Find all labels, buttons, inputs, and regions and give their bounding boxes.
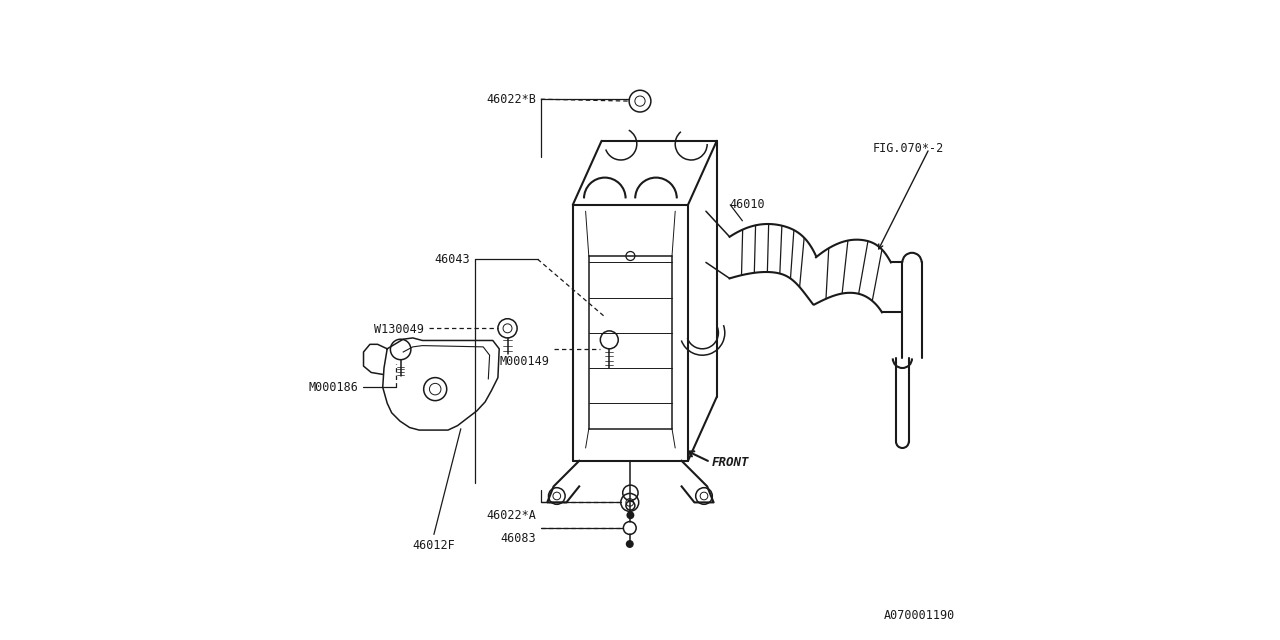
Text: M000186: M000186 — [308, 381, 358, 394]
Text: W130049: W130049 — [374, 323, 424, 336]
Text: 46022*B: 46022*B — [486, 93, 536, 106]
Text: 46010: 46010 — [730, 198, 765, 211]
Text: 46022*A: 46022*A — [486, 509, 536, 522]
Text: 46012F: 46012F — [412, 539, 456, 552]
Circle shape — [627, 512, 634, 518]
Text: A070001190: A070001190 — [883, 609, 955, 622]
Text: 46043: 46043 — [435, 253, 471, 266]
Text: FRONT: FRONT — [712, 456, 749, 468]
Circle shape — [627, 541, 634, 547]
Text: M000149: M000149 — [499, 355, 549, 368]
Text: FIG.070*-2: FIG.070*-2 — [873, 142, 945, 155]
Text: 46083: 46083 — [500, 532, 536, 545]
